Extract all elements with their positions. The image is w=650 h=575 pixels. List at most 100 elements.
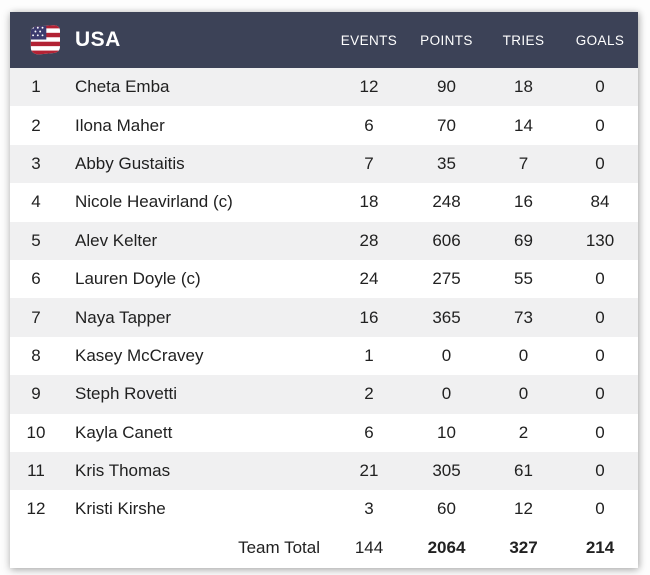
player-name: Kasey McCravey <box>75 345 204 365</box>
player-rank: 2 <box>31 115 41 135</box>
column-header-tries[interactable]: TRIES <box>502 32 545 48</box>
stat-tries: 61 <box>514 461 533 481</box>
stat-points: 90 <box>437 77 456 97</box>
stat-tries: 7 <box>518 153 529 173</box>
stat-tries: 2 <box>518 422 529 442</box>
column-header-goals[interactable]: GOALS <box>575 32 625 48</box>
stat-events: 12 <box>359 77 379 97</box>
stat-events: 24 <box>359 269 379 289</box>
stat-goals: 130 <box>585 230 615 250</box>
player-rank: 11 <box>27 461 45 481</box>
stat-events: 7 <box>364 153 374 173</box>
team-stats-table: USA EVENTS POINTS TRIES GOALS 1 Cheta Em… <box>10 12 638 568</box>
player-rank: 1 <box>31 77 41 97</box>
table-body: 1 Cheta Emba 12 90 18 0 2 Ilona Maher 6 … <box>10 68 638 529</box>
player-rank: 6 <box>31 269 41 289</box>
player-name: Kayla Canett <box>75 422 173 442</box>
player-name: Abby Gustaitis <box>75 153 185 173</box>
player-name: Lauren Doyle (c) <box>75 269 201 289</box>
column-header-points[interactable]: POINTS <box>420 32 473 48</box>
stat-goals: 84 <box>590 192 610 212</box>
player-rank: 8 <box>31 345 41 365</box>
player-rank: 5 <box>31 230 41 250</box>
player-name: Kris Thomas <box>75 461 171 481</box>
stat-points: 248 <box>432 192 461 212</box>
player-name: Ilona Maher <box>75 115 165 135</box>
player-row: 6 Lauren Doyle (c) 24 275 55 0 <box>10 260 638 298</box>
total-tries: 327 <box>509 538 538 558</box>
stat-events: 6 <box>364 422 374 442</box>
player-name: Steph Rovetti <box>75 384 178 404</box>
stat-events: 28 <box>359 230 379 250</box>
player-row: 5 Alev Kelter 28 606 69 130 <box>10 221 638 260</box>
stat-points: 0 <box>441 345 452 365</box>
usa-flag-icon <box>30 25 60 55</box>
stat-tries: 69 <box>514 230 533 250</box>
stat-tries: 12 <box>514 499 533 519</box>
stat-events: 16 <box>359 307 379 327</box>
total-events: 144 <box>354 538 384 558</box>
player-row: 1 Cheta Emba 12 90 18 0 <box>10 68 638 107</box>
stat-points: 10 <box>437 422 456 442</box>
stat-goals: 0 <box>595 461 605 481</box>
stat-tries: 16 <box>514 192 533 212</box>
stat-points: 365 <box>432 307 461 327</box>
team-total-row: Team Total 144 2064 327 214 <box>10 528 638 568</box>
stat-events: 21 <box>359 461 379 481</box>
stat-points: 0 <box>441 384 452 404</box>
stat-tries: 14 <box>514 115 533 135</box>
stat-goals: 0 <box>595 384 605 404</box>
stat-goals: 0 <box>595 115 605 135</box>
stat-points: 275 <box>432 269 461 289</box>
stat-goals: 0 <box>595 153 605 173</box>
stat-points: 35 <box>437 153 456 173</box>
column-header-events[interactable]: EVENTS <box>340 32 398 48</box>
player-name: Nicole Heavirland (c) <box>75 192 233 212</box>
player-row: 3 Abby Gustaitis 7 35 7 0 <box>10 144 638 184</box>
stat-points: 606 <box>432 230 461 250</box>
stat-goals: 0 <box>595 307 605 327</box>
player-row: 8 Kasey McCravey 1 0 0 0 <box>10 337 638 375</box>
player-row: 10 Kayla Canett 6 10 2 0 <box>10 414 638 452</box>
player-row: 11 Kris Thomas 21 305 61 0 <box>10 451 638 491</box>
stat-goals: 0 <box>595 422 605 442</box>
player-name: Cheta Emba <box>75 77 170 97</box>
stat-tries: 0 <box>518 384 529 404</box>
team-name: USA <box>75 28 121 51</box>
player-name: Alev Kelter <box>75 230 158 250</box>
stat-goals: 0 <box>595 269 605 289</box>
player-rank: 10 <box>26 422 46 442</box>
player-name: Naya Tapper <box>75 307 172 327</box>
stat-points: 305 <box>432 461 461 481</box>
table-header: USA EVENTS POINTS TRIES GOALS <box>10 12 638 68</box>
team-header: USA <box>10 23 330 57</box>
stat-events: 6 <box>364 115 374 135</box>
stat-tries: 18 <box>514 77 533 97</box>
stat-points: 60 <box>437 499 456 519</box>
stat-events: 2 <box>364 384 374 404</box>
stat-events: 18 <box>359 192 379 212</box>
player-rank: 12 <box>26 499 46 519</box>
stat-events: 1 <box>364 345 374 365</box>
player-name: Kristi Kirshe <box>75 499 166 519</box>
player-rank: 9 <box>31 384 41 404</box>
stat-goals: 0 <box>595 499 605 519</box>
total-points: 2064 <box>427 538 466 558</box>
player-rank: 4 <box>31 192 41 212</box>
team-total-label: Team Total <box>238 538 320 558</box>
player-row: 7 Naya Tapper 16 365 73 0 <box>10 298 638 337</box>
player-row: 2 Ilona Maher 6 70 14 0 <box>10 106 638 144</box>
stat-events: 3 <box>364 499 374 519</box>
player-row: 4 Nicole Heavirland (c) 18 248 16 84 <box>10 183 638 221</box>
stat-tries: 0 <box>518 345 529 365</box>
player-rank: 7 <box>31 307 41 327</box>
stat-tries: 73 <box>514 307 533 327</box>
stat-goals: 0 <box>595 77 605 97</box>
player-rank: 3 <box>31 153 41 173</box>
player-row: 12 Kristi Kirshe 3 60 12 0 <box>10 490 638 528</box>
stat-goals: 0 <box>595 345 605 365</box>
stat-tries: 55 <box>514 269 533 289</box>
stat-points: 70 <box>437 115 456 135</box>
player-row: 9 Steph Rovetti 2 0 0 0 <box>10 375 638 414</box>
total-goals: 214 <box>585 538 615 558</box>
